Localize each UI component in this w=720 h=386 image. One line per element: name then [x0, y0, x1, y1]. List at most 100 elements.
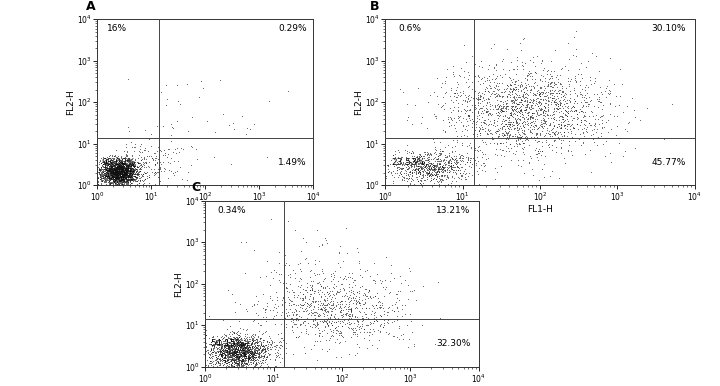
Point [480, 156, 492, 163]
Point [511, 124, 523, 130]
Point [448, 137, 459, 143]
Point [569, 107, 580, 113]
Point [249, 355, 261, 361]
Point [449, 160, 461, 166]
Point [441, 166, 453, 172]
Point [127, 172, 138, 178]
Point [317, 266, 328, 273]
Point [559, 92, 570, 98]
Point [222, 349, 234, 356]
Point [220, 349, 231, 355]
Point [456, 119, 467, 125]
Point [133, 169, 145, 175]
Point [326, 308, 338, 314]
Point [629, 113, 641, 120]
Point [244, 354, 256, 361]
Point [540, 108, 552, 115]
Point [316, 305, 328, 312]
Point [534, 98, 545, 105]
Point [215, 353, 227, 359]
Point [245, 344, 256, 350]
Point [105, 162, 117, 168]
Point [227, 359, 238, 365]
Point [360, 300, 372, 306]
Point [114, 182, 125, 188]
Point [91, 174, 103, 180]
Point [251, 344, 262, 350]
Point [526, 110, 538, 116]
Point [274, 338, 286, 344]
Point [153, 141, 164, 147]
Point [122, 157, 134, 163]
Point [418, 165, 429, 171]
Point [322, 315, 333, 322]
Point [521, 99, 532, 105]
Point [117, 166, 129, 172]
Point [260, 356, 271, 362]
Point [516, 96, 527, 103]
Point [430, 167, 441, 173]
Point [114, 171, 125, 177]
Point [114, 182, 125, 188]
Point [254, 344, 266, 350]
Point [531, 135, 542, 141]
Point [217, 352, 228, 358]
Point [117, 171, 128, 177]
Point [554, 99, 566, 105]
Point [109, 169, 120, 176]
Point [120, 169, 132, 175]
Point [258, 339, 269, 345]
Point [476, 108, 487, 114]
Point [504, 75, 516, 81]
Point [226, 350, 238, 357]
Point [137, 181, 148, 188]
Point [549, 130, 561, 137]
Point [140, 156, 152, 162]
Point [103, 176, 114, 182]
Point [391, 170, 402, 176]
Point [227, 352, 238, 358]
Point [422, 156, 433, 162]
Point [322, 330, 333, 337]
Point [228, 352, 240, 358]
Point [248, 350, 260, 356]
Point [516, 133, 528, 139]
Point [104, 157, 116, 163]
Point [95, 177, 107, 183]
Point [455, 158, 467, 164]
Point [264, 364, 276, 370]
Point [246, 346, 257, 352]
Point [462, 182, 474, 188]
Point [214, 351, 225, 357]
Point [125, 170, 137, 176]
Point [109, 168, 121, 174]
Point [129, 144, 140, 150]
Point [619, 126, 631, 132]
Point [202, 347, 214, 353]
Point [337, 276, 348, 283]
Point [364, 294, 375, 300]
Point [562, 103, 574, 109]
Point [114, 162, 125, 168]
Point [506, 123, 518, 129]
Point [580, 99, 591, 105]
Point [153, 148, 164, 154]
Point [133, 168, 145, 174]
Point [119, 161, 130, 167]
Point [266, 337, 278, 344]
Point [109, 173, 120, 179]
Point [258, 353, 269, 359]
Point [309, 270, 320, 276]
Point [246, 348, 258, 354]
Point [220, 352, 232, 359]
Point [223, 349, 235, 355]
Point [594, 99, 606, 105]
Point [447, 167, 459, 173]
Point [110, 176, 122, 182]
Point [436, 172, 448, 178]
Point [264, 282, 276, 288]
Point [425, 176, 436, 183]
Point [129, 166, 140, 172]
Point [498, 131, 509, 137]
Point [289, 308, 301, 314]
